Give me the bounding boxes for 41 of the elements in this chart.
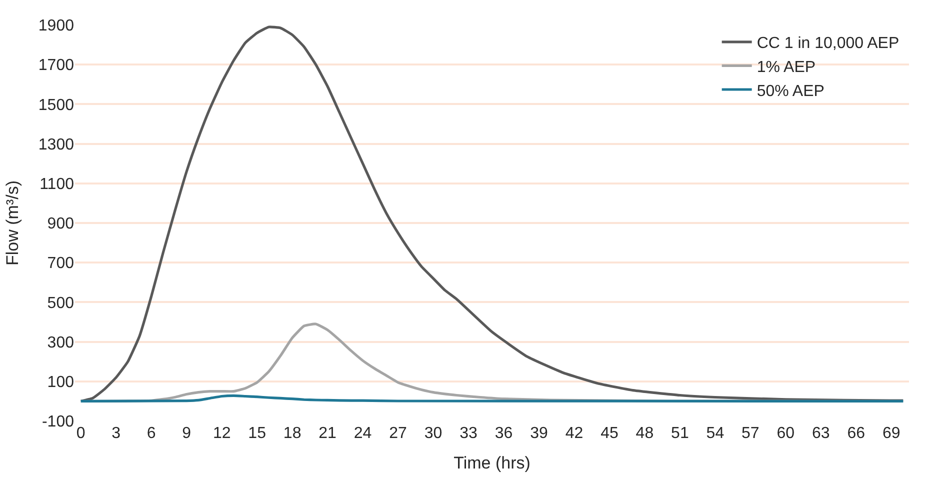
- y-tick-label: 1700: [38, 57, 74, 74]
- x-tick-label: 39: [530, 425, 548, 442]
- x-tick-label: 57: [742, 425, 760, 442]
- x-tick-label: 30: [424, 425, 442, 442]
- legend-label: 50% AEP: [756, 82, 824, 100]
- y-tick-label: 500: [47, 294, 74, 312]
- x-tick-label: 66: [847, 425, 866, 442]
- x-tick-label: 6: [146, 425, 156, 442]
- x-tick-label: 63: [812, 425, 830, 442]
- x-tick-label: 21: [318, 425, 337, 442]
- y-tick-label: 700: [47, 255, 74, 272]
- x-tick-label: 60: [776, 425, 795, 442]
- y-tick-label: 900: [47, 216, 74, 233]
- x-tick-label: 18: [283, 425, 302, 442]
- y-axis-title: Flow (m³/s): [2, 180, 22, 266]
- x-tick-label: 27: [389, 425, 408, 442]
- x-tick-label: 69: [882, 425, 900, 442]
- x-tick-label: 15: [248, 425, 266, 442]
- y-tick-label: 1300: [38, 136, 74, 154]
- x-tick-label: 36: [494, 425, 513, 442]
- legend-label: CC 1 in 10,000 AEP: [756, 35, 900, 52]
- x-tick-label: 42: [565, 425, 584, 442]
- x-tick-label: 0: [76, 425, 86, 442]
- y-tick-label: -100: [42, 414, 74, 431]
- x-tick-label: 24: [354, 425, 372, 442]
- x-tick-label: 51: [671, 425, 689, 442]
- legend-label: 1% AEP: [756, 58, 816, 76]
- line-series: [80, 26, 904, 402]
- y-tick-label: 1900: [38, 18, 74, 35]
- y-tick-label: 100: [47, 374, 74, 391]
- x-axis-title: Time (hrs): [454, 453, 530, 472]
- y-tick-label: 1100: [40, 176, 74, 193]
- x-tick-label: 45: [600, 425, 618, 442]
- x-tick-label: 33: [460, 425, 478, 442]
- y-tick-label: 300: [47, 334, 74, 352]
- x-tick-label: 9: [182, 425, 192, 442]
- y-tick-label: 1500: [38, 96, 74, 114]
- x-tick-label: 54: [706, 425, 724, 442]
- x-tick-label: 3: [112, 425, 121, 442]
- x-tick-label: 12: [212, 425, 231, 442]
- x-tick-label: 48: [636, 425, 654, 442]
